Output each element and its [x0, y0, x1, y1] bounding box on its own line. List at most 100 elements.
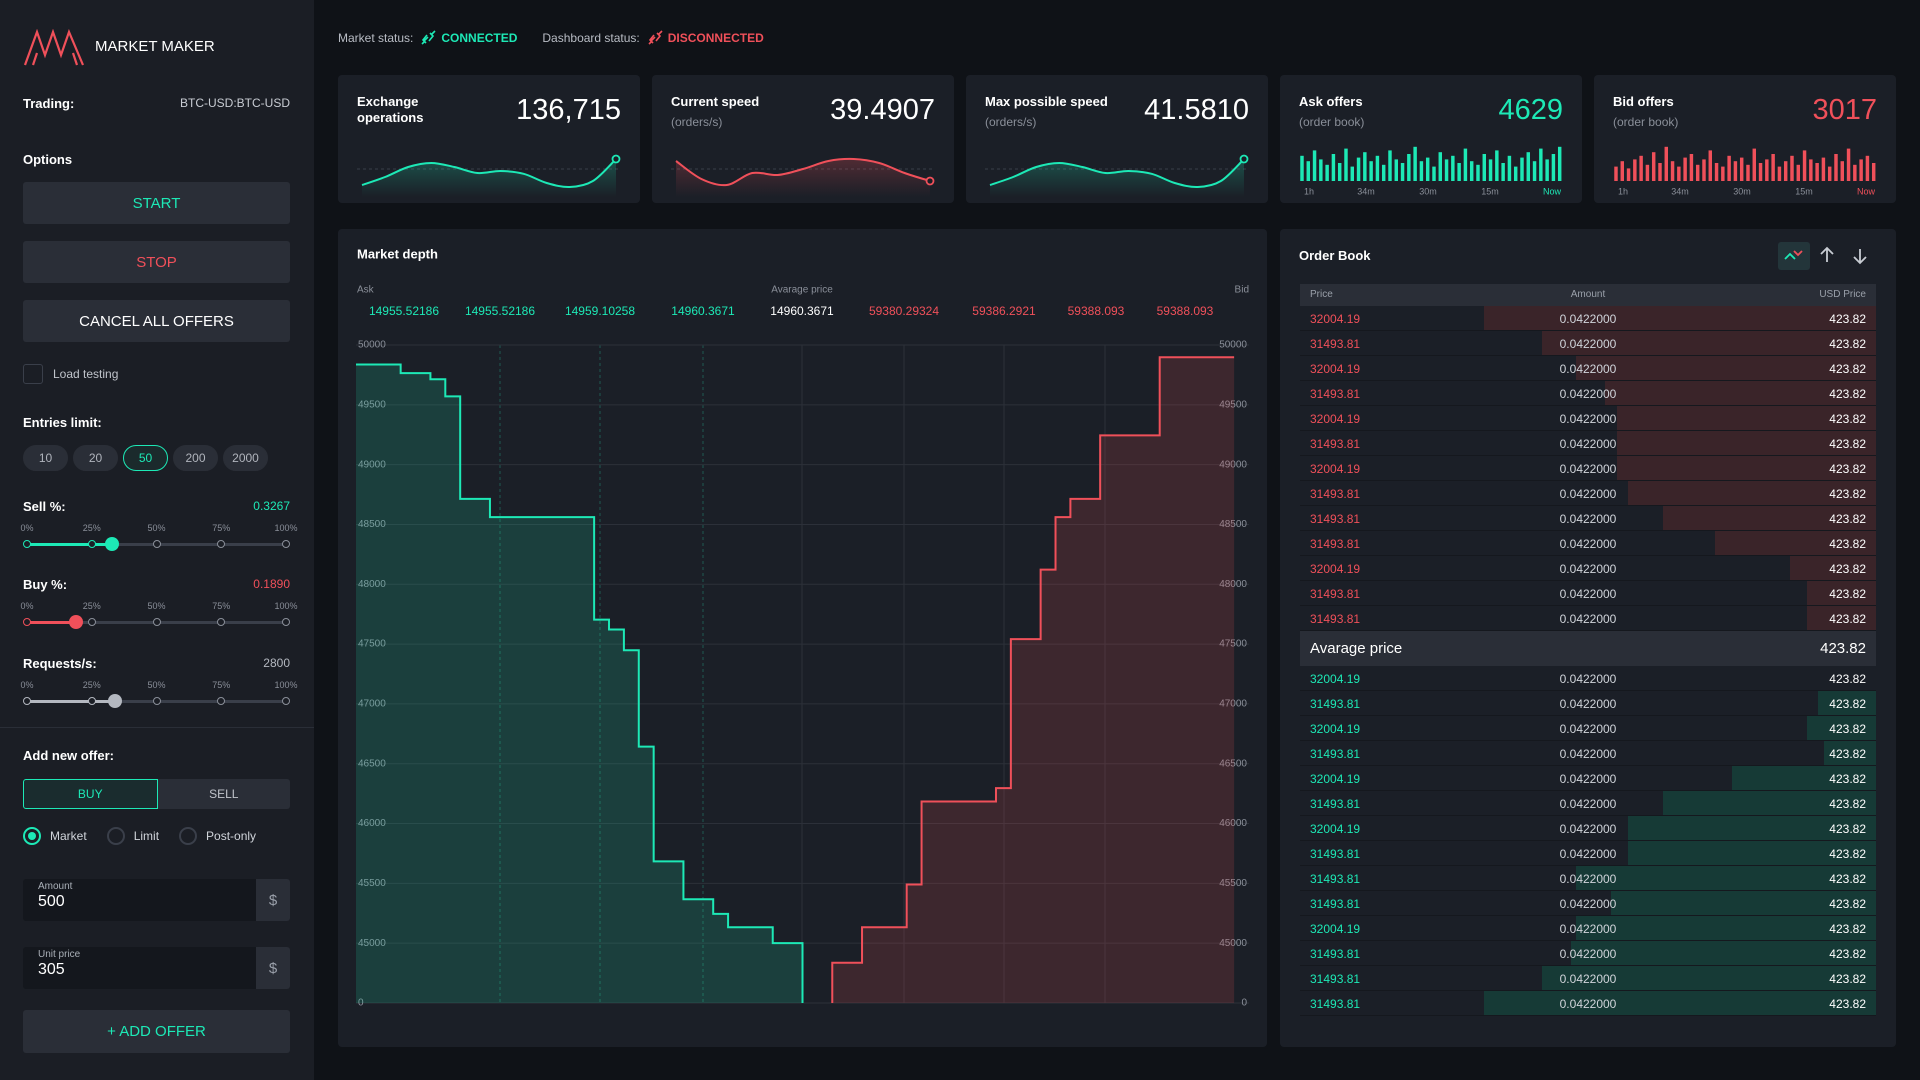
- status-icon: [421, 30, 436, 45]
- order-row[interactable]: 31493.81 0.0422000 423.82: [1300, 506, 1876, 531]
- entries-option[interactable]: 20: [73, 445, 118, 471]
- slider-dot: [217, 618, 226, 626]
- sparkline-line: [989, 158, 1245, 189]
- average-row: Avarage price 423.82: [1300, 631, 1876, 666]
- y-tick-label: 49000: [358, 459, 386, 470]
- entries-option[interactable]: 2000: [223, 445, 268, 471]
- order-row[interactable]: 31493.81 0.0422000 423.82: [1300, 531, 1876, 556]
- amount-input[interactable]: Amount 500 $: [23, 879, 290, 921]
- entries-option[interactable]: 10: [23, 445, 68, 471]
- sparkline: [357, 154, 621, 197]
- entries-option[interactable]: 50: [123, 445, 168, 471]
- card-title: Bid offers: [1613, 94, 1674, 109]
- side-tabs: BUY SELL: [23, 779, 290, 809]
- column-header: USD Price: [1819, 289, 1866, 300]
- order-usd: 423.82: [1829, 797, 1866, 811]
- order-row[interactable]: 31493.81 0.0422000 423.82: [1300, 791, 1876, 816]
- entries-option[interactable]: 200: [173, 445, 218, 471]
- sparkline-end: [1239, 154, 1249, 164]
- order-row[interactable]: 32004.19 0.0422000 423.82: [1300, 666, 1876, 691]
- brand: MARKET MAKER: [95, 38, 215, 55]
- sparkline-area: [990, 159, 1244, 197]
- order-row[interactable]: 32004.19 0.0422000 423.82: [1300, 816, 1876, 841]
- bar: [1783, 161, 1788, 181]
- radio-option[interactable]: Limit: [106, 824, 160, 848]
- bar: [1796, 164, 1800, 181]
- order-row[interactable]: 32004.19 0.0422000 423.82: [1300, 916, 1876, 941]
- bar: [1664, 146, 1668, 181]
- slider-knob[interactable]: [108, 694, 123, 708]
- order-row[interactable]: 31493.81 0.0422000 423.82: [1300, 741, 1876, 766]
- axis-label: 1h: [1304, 186, 1314, 196]
- radio-label: Limit: [133, 829, 160, 843]
- order-row[interactable]: 31493.81 0.0422000 423.82: [1300, 966, 1876, 991]
- depth-bar: [1662, 791, 1876, 815]
- side-tab[interactable]: BUY: [23, 779, 158, 809]
- radio-option[interactable]: Market: [23, 824, 87, 848]
- card-title: Max possible speed: [985, 94, 1108, 109]
- ask-price: 14960.3671: [671, 304, 735, 318]
- bid-price: 59380.29324: [869, 304, 939, 318]
- row-divider: [1300, 965, 1876, 966]
- bar: [1513, 166, 1518, 181]
- row-divider: [1300, 765, 1876, 766]
- bar: [1695, 164, 1700, 181]
- order-row[interactable]: 31493.81 0.0422000 423.82: [1300, 606, 1876, 631]
- order-amount: 0.0422000: [1559, 847, 1617, 861]
- order-amount: 0.0422000: [1559, 797, 1617, 811]
- order-row[interactable]: 31493.81 0.0422000 423.82: [1300, 431, 1876, 456]
- cancel-button[interactable]: CANCEL ALL OFFERS: [23, 300, 290, 342]
- order-row[interactable]: 32004.19 0.0422000 423.82: [1300, 406, 1876, 431]
- sort-down-button[interactable]: [1853, 249, 1867, 265]
- order-row[interactable]: 32004.19 0.0422000 423.82: [1300, 716, 1876, 741]
- axis-label: 34m: [1671, 186, 1689, 196]
- sparkline: [985, 154, 1249, 197]
- bar: [1312, 150, 1317, 181]
- radio-circle: [106, 827, 125, 845]
- order-price: 32004.19: [1310, 412, 1361, 426]
- order-price: 31493.81: [1310, 697, 1361, 711]
- side-tab[interactable]: SELL: [157, 779, 290, 809]
- order-row[interactable]: 32004.19 0.0422000 423.82: [1300, 306, 1876, 331]
- logo-mark: [31, 52, 79, 66]
- order-amount: 0.0422000: [1559, 537, 1617, 551]
- slider-dot: [282, 540, 290, 548]
- order-usd: 423.82: [1829, 312, 1866, 326]
- slider-dot: [23, 697, 31, 705]
- order-row[interactable]: 31493.81 0.0422000 423.82: [1300, 891, 1876, 916]
- checkbox[interactable]: [23, 364, 43, 384]
- order-row[interactable]: 31493.81 0.0422000 423.82: [1300, 331, 1876, 356]
- order-row[interactable]: 32004.19 0.0422000 423.82: [1300, 456, 1876, 481]
- slider-knob[interactable]: [104, 537, 119, 551]
- add-offer-button[interactable]: + ADD OFFER: [23, 1010, 290, 1053]
- stop-button[interactable]: STOP: [23, 241, 290, 283]
- radio-option[interactable]: Post-only: [179, 824, 256, 848]
- order-row[interactable]: 32004.19 0.0422000 423.82: [1300, 766, 1876, 791]
- ask-price: 14955.52186: [369, 304, 439, 318]
- slider-knob[interactable]: [68, 615, 83, 629]
- sort-up-button[interactable]: [1820, 246, 1834, 262]
- card-subtitle: (order book): [1299, 115, 1365, 129]
- order-row[interactable]: 31493.81 0.0422000 423.82: [1300, 691, 1876, 716]
- sparkline-end: [925, 176, 935, 186]
- order-row[interactable]: 31493.81 0.0422000 423.82: [1300, 941, 1876, 966]
- order-row[interactable]: 31493.81 0.0422000 423.82: [1300, 481, 1876, 506]
- bar: [1658, 163, 1662, 181]
- depth-line: [356, 363, 804, 1003]
- order-row[interactable]: 31493.81 0.0422000 423.82: [1300, 866, 1876, 891]
- order-row[interactable]: 32004.19 0.0422000 423.82: [1300, 356, 1876, 381]
- view-button[interactable]: [1778, 242, 1810, 270]
- order-row[interactable]: 31493.81 0.0422000 423.82: [1300, 841, 1876, 866]
- bar: [1400, 163, 1405, 181]
- order-row[interactable]: 32004.19 0.0422000 423.82: [1300, 556, 1876, 581]
- order-price: 31493.81: [1310, 872, 1361, 886]
- card-subtitle: (order book): [1613, 115, 1679, 129]
- start-button[interactable]: START: [23, 182, 290, 224]
- unit-price-input[interactable]: Unit price 305 $: [23, 947, 290, 989]
- bar: [1733, 161, 1738, 181]
- sparkline-end: [611, 154, 621, 164]
- order-row[interactable]: 31493.81 0.0422000 423.82: [1300, 991, 1876, 1016]
- order-row[interactable]: 31493.81 0.0422000 423.82: [1300, 381, 1876, 406]
- order-row[interactable]: 31493.81 0.0422000 423.82: [1300, 581, 1876, 606]
